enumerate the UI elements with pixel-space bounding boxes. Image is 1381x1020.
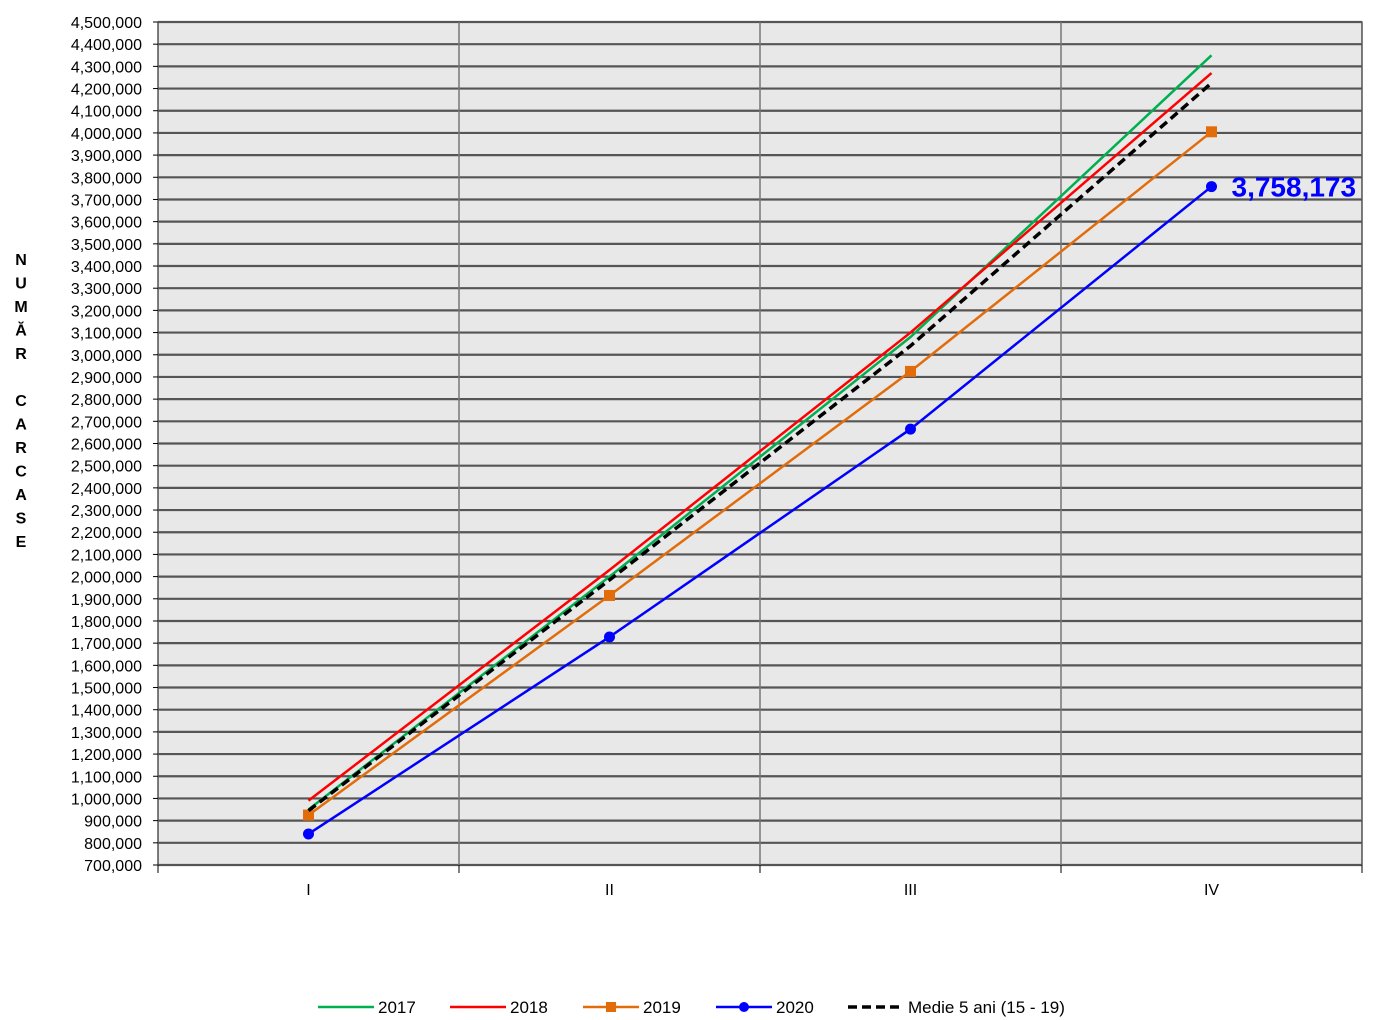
y-tick-label: 3,900,000 (71, 148, 142, 165)
y-tick-label: 3,700,000 (71, 192, 142, 209)
y-tick-label: 4,300,000 (71, 59, 142, 76)
data-point-circle (604, 631, 615, 643)
legend: 2017 2018 2019 2020 Medie 5 ani (15 - 19) (318, 998, 1065, 1017)
vertical-gridlines (157, 22, 1363, 873)
annotations: 3,758,173 (1232, 172, 1357, 203)
y-tick-label: 3,800,000 (71, 170, 142, 187)
legend-label: 2017 (378, 998, 416, 1017)
y-tick-label: 1,300,000 (71, 725, 142, 742)
data-point-square (604, 589, 615, 601)
y-tick-label: 4,200,000 (71, 82, 142, 99)
y-tick-label: 1,800,000 (71, 614, 142, 631)
y-tick-label: 900,000 (84, 814, 142, 831)
series-line-2018 (307, 72, 1213, 802)
y-tick-label: 2,600,000 (71, 437, 142, 454)
data-point-square (905, 365, 916, 377)
series-line-2019 (307, 130, 1213, 817)
y-tick-label: 4,400,000 (71, 37, 142, 54)
legend-entry: 2019 (583, 998, 681, 1017)
y-tick-label: 2,100,000 (71, 547, 142, 564)
y-axis-tick-labels: 700,000 800,000 900,000 1,000,000 1,100,000 1… (71, 15, 142, 875)
y-tick-label: 3,600,000 (71, 215, 142, 232)
data-point-square (303, 809, 314, 821)
y-tick-label: 1,600,000 (71, 658, 142, 675)
y-tick-label: 3,500,000 (71, 237, 142, 254)
data-point-circle (1206, 181, 1217, 193)
y-tick-label: 1,000,000 (71, 791, 142, 808)
legend-marker-square (606, 1002, 616, 1012)
y-tick-label: 1,200,000 (71, 747, 142, 764)
data-point-square (1206, 126, 1217, 138)
series-line-2020 (307, 185, 1213, 835)
legend-label: 2018 (510, 998, 548, 1017)
y-tick-label: 1,500,000 (71, 681, 142, 698)
y-tick-label: 3,100,000 (71, 326, 142, 343)
x-tick-label: II (605, 882, 614, 899)
y-tick-label: 2,300,000 (71, 503, 142, 520)
y-tick-label: 1,400,000 (71, 703, 142, 720)
data-point-circle (303, 828, 314, 840)
legend-entry: 2020 (716, 998, 814, 1017)
y-tick-label: 1,900,000 (71, 592, 142, 609)
y-tick-label: 3,200,000 (71, 303, 142, 320)
y-tick-label: 2,200,000 (71, 525, 142, 542)
legend-entry: Medie 5 ani (15 - 19) (848, 998, 1065, 1017)
x-tick-label: III (904, 882, 917, 899)
y-tick-label: 800,000 (84, 836, 142, 853)
y-tick-label: 2,800,000 (71, 392, 142, 409)
series-line-medie-5-ani-15-19- (307, 81, 1213, 813)
y-tick-label: 4,000,000 (71, 126, 142, 143)
legend-entry: 2018 (450, 998, 548, 1017)
y-tick-label: 4,500,000 (71, 15, 142, 32)
series-lines (303, 54, 1217, 840)
y-tick-label: 2,000,000 (71, 570, 142, 587)
y-tick-label: 1,700,000 (71, 636, 142, 653)
data-point-circle (905, 423, 916, 435)
y-tick-label: 3,400,000 (71, 259, 142, 276)
legend-label: 2020 (776, 998, 814, 1017)
x-axis-tick-labels: I II III IV (306, 882, 1219, 899)
y-tick-label: 3,300,000 (71, 281, 142, 298)
x-tick-label: I (306, 882, 310, 899)
y-tick-label: 2,900,000 (71, 370, 142, 387)
y-tick-label: 2,400,000 (71, 481, 142, 498)
y-tick-label: 2,500,000 (71, 459, 142, 476)
y-tick-label: 700,000 (84, 858, 142, 875)
y-tick-label: 2,700,000 (71, 414, 142, 431)
legend-entry: 2017 (318, 998, 416, 1017)
legend-label: Medie 5 ani (15 - 19) (908, 998, 1065, 1017)
y-tick-label: 4,100,000 (71, 104, 142, 121)
y-tick-label: 3,000,000 (71, 348, 142, 365)
series-line-2017 (307, 54, 1213, 811)
legend-label: 2019 (643, 998, 681, 1017)
x-tick-label: IV (1204, 882, 1219, 899)
legend-marker-circle (739, 1002, 749, 1012)
y-tick-label: 1,100,000 (71, 769, 142, 786)
data-label-annotation: 3,758,173 (1232, 172, 1357, 203)
